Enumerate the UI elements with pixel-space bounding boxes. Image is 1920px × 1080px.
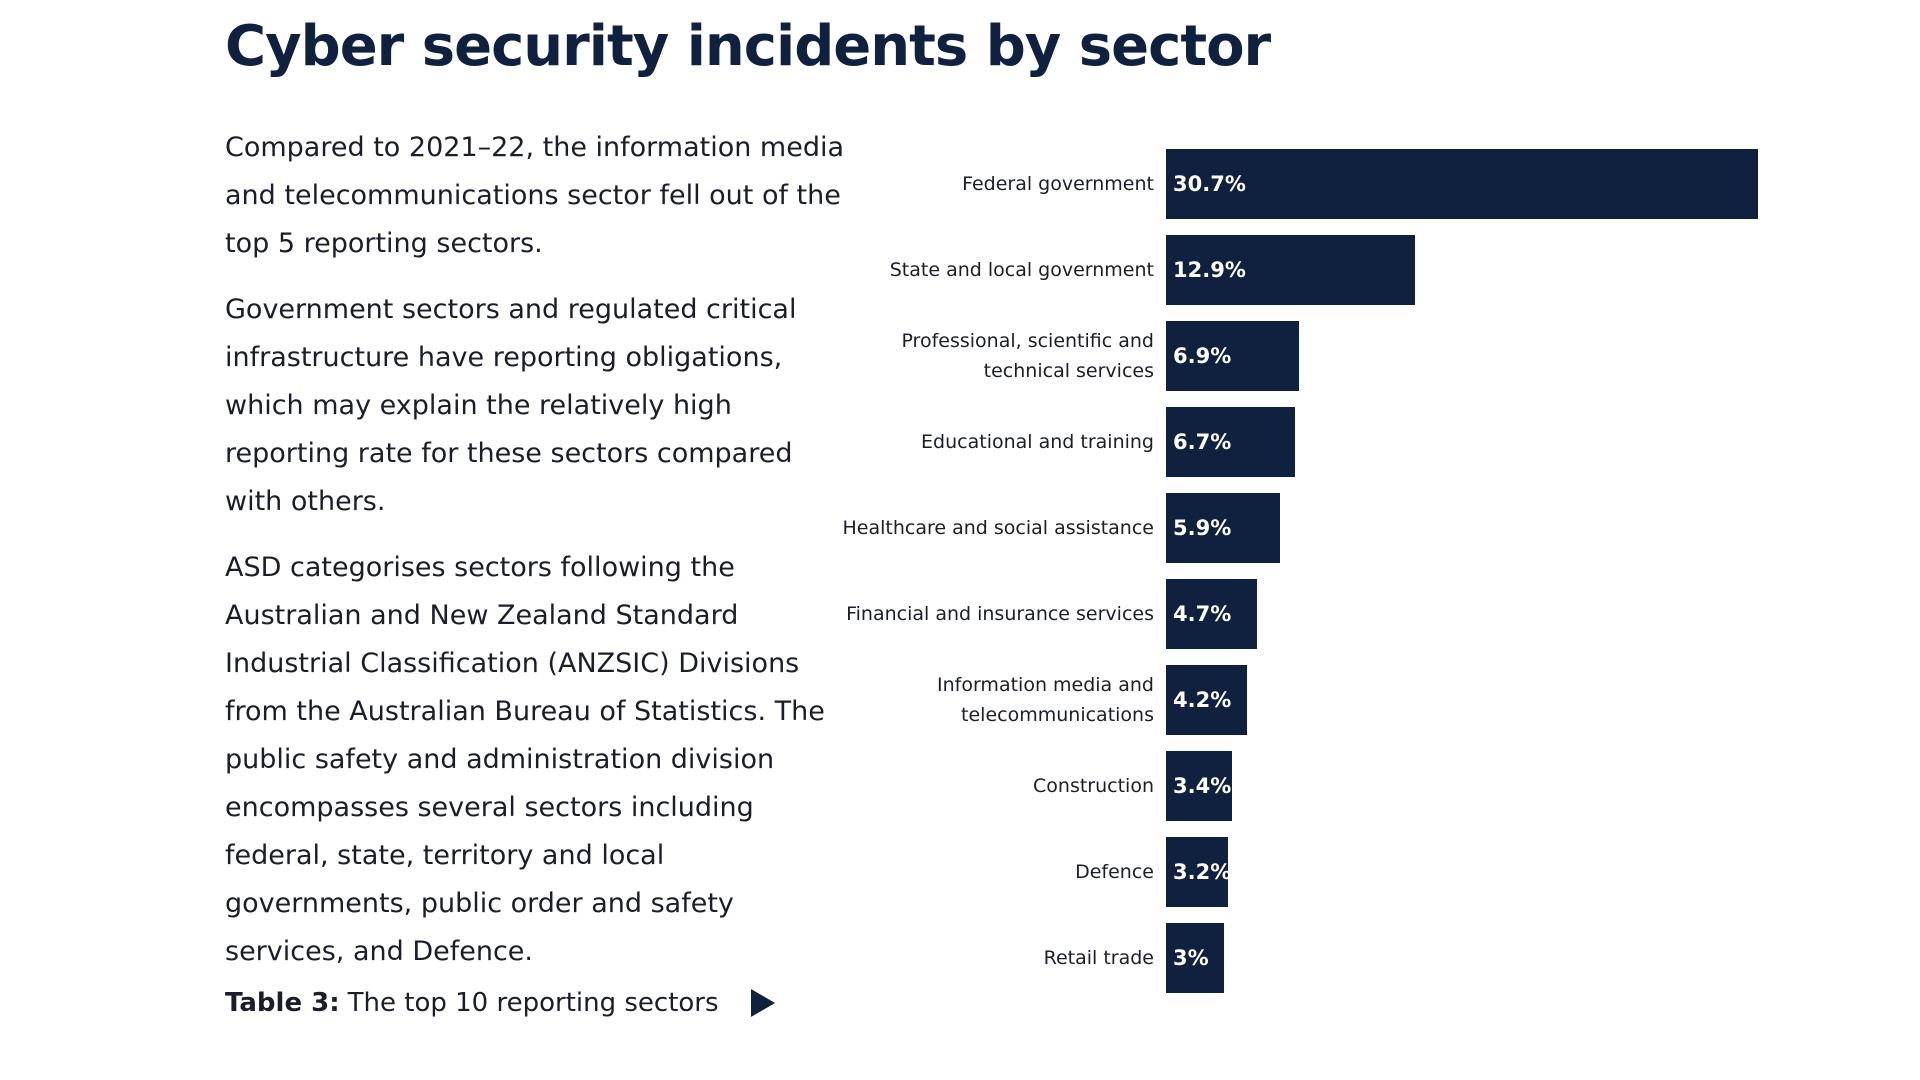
- paragraph: ASD categorises sectors following the Au…: [225, 552, 825, 967]
- category-label: Defence: [1075, 861, 1154, 883]
- data-label: 4.7%: [1173, 602, 1232, 626]
- category-label: Financial and insurance services: [846, 603, 1154, 625]
- data-label: 4.2%: [1173, 688, 1232, 712]
- data-label: 12.9%: [1173, 258, 1246, 282]
- data-label: 6.9%: [1173, 344, 1232, 368]
- bar: [1166, 751, 1232, 821]
- bar: [1166, 579, 1257, 649]
- category-label: Construction: [1033, 775, 1154, 797]
- data-label: 3.4%: [1173, 774, 1232, 798]
- category-label: Professional, scientific and technical s…: [901, 330, 1154, 382]
- bar: [1166, 665, 1247, 735]
- paragraph: Government sectors and regulated critica…: [225, 294, 797, 517]
- data-label: 6.7%: [1173, 430, 1232, 454]
- bar: [1166, 837, 1228, 907]
- data-label: 30.7%: [1173, 172, 1246, 196]
- category-label: Educational and training: [921, 431, 1154, 453]
- data-label: 5.9%: [1173, 516, 1232, 540]
- category-label: State and local government: [889, 259, 1154, 281]
- category-label: Healthcare and social assistance: [842, 517, 1155, 539]
- bar: [1166, 407, 1296, 477]
- caption-label: Table 3:: [225, 988, 340, 1018]
- bar: [1166, 493, 1280, 563]
- bar: [1166, 321, 1300, 391]
- paragraph: Compared to 2021–22, the information med…: [225, 132, 845, 259]
- bar: [1166, 149, 1758, 219]
- page-title: Cyber security incidents by sector: [225, 14, 1271, 79]
- play-triangle-icon[interactable]: [750, 989, 775, 1017]
- data-label: 3%: [1173, 946, 1209, 970]
- caption-text: The top 10 reporting sectors: [347, 988, 719, 1018]
- category-label: Information media and telecommunications: [937, 674, 1154, 726]
- data-label: 3.2%: [1173, 860, 1232, 884]
- category-label: Retail trade: [1043, 947, 1154, 969]
- table-caption: Table 3: The top 10 reporting sectors: [225, 988, 775, 1018]
- body-text: Compared to 2021–22, the information med…: [225, 124, 845, 994]
- bar: [1166, 235, 1415, 305]
- category-label: Federal government: [962, 173, 1154, 195]
- bar: [1166, 923, 1224, 993]
